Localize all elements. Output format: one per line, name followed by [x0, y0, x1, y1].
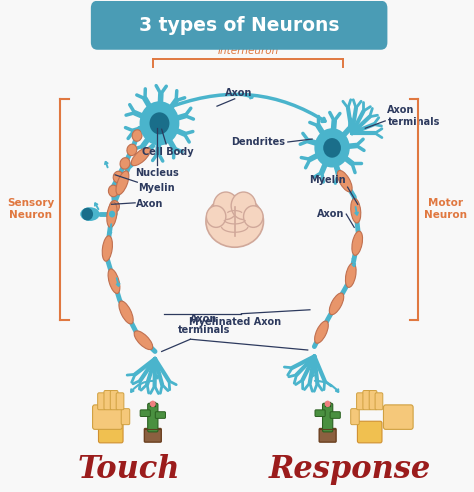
FancyBboxPatch shape	[330, 412, 340, 418]
Text: Dendrites: Dendrites	[232, 137, 286, 147]
Ellipse shape	[329, 293, 344, 315]
Ellipse shape	[109, 201, 119, 212]
Ellipse shape	[131, 148, 150, 166]
Text: Myelinated Axon: Myelinated Axon	[189, 317, 281, 327]
Ellipse shape	[108, 269, 120, 293]
Text: Myelin: Myelin	[310, 175, 346, 184]
Circle shape	[82, 208, 93, 220]
Circle shape	[150, 400, 156, 407]
FancyBboxPatch shape	[98, 393, 105, 410]
FancyBboxPatch shape	[375, 393, 383, 410]
Ellipse shape	[119, 301, 133, 324]
FancyBboxPatch shape	[145, 429, 161, 442]
Ellipse shape	[134, 331, 153, 350]
Circle shape	[314, 128, 350, 167]
FancyBboxPatch shape	[363, 391, 371, 410]
FancyBboxPatch shape	[357, 421, 382, 443]
Circle shape	[231, 192, 256, 219]
Text: 3 types of Neurons: 3 types of Neurons	[139, 16, 339, 35]
Text: Nucleus: Nucleus	[136, 167, 179, 178]
Text: Myelin: Myelin	[138, 183, 175, 193]
FancyBboxPatch shape	[91, 0, 387, 50]
FancyBboxPatch shape	[315, 410, 325, 417]
Ellipse shape	[120, 158, 130, 169]
FancyBboxPatch shape	[322, 403, 333, 432]
FancyBboxPatch shape	[104, 391, 112, 410]
FancyBboxPatch shape	[351, 409, 359, 425]
FancyBboxPatch shape	[121, 409, 130, 425]
Ellipse shape	[351, 198, 361, 223]
Circle shape	[325, 400, 330, 407]
FancyBboxPatch shape	[92, 405, 122, 430]
Ellipse shape	[132, 130, 142, 141]
Text: Response: Response	[269, 454, 431, 485]
FancyBboxPatch shape	[383, 405, 413, 430]
Text: Cell Body: Cell Body	[143, 147, 194, 157]
Text: Axon: Axon	[317, 209, 345, 219]
FancyBboxPatch shape	[356, 393, 365, 410]
Ellipse shape	[116, 171, 129, 195]
Circle shape	[213, 192, 238, 219]
Ellipse shape	[315, 321, 328, 343]
Text: Sensory
Neuron: Sensory Neuron	[7, 198, 54, 220]
FancyBboxPatch shape	[140, 410, 150, 417]
Text: Touch: Touch	[77, 454, 180, 485]
Ellipse shape	[337, 171, 352, 192]
Ellipse shape	[127, 144, 137, 155]
FancyBboxPatch shape	[319, 429, 336, 442]
Text: Axon
terminals: Axon terminals	[387, 105, 440, 127]
Ellipse shape	[102, 236, 112, 261]
Text: Axon: Axon	[226, 88, 253, 98]
FancyBboxPatch shape	[369, 391, 377, 410]
Text: Axon
terminals: Axon terminals	[178, 314, 230, 335]
Circle shape	[244, 206, 263, 227]
Circle shape	[139, 101, 179, 146]
Text: Motor
Neuron: Motor Neuron	[424, 198, 467, 220]
Ellipse shape	[80, 207, 100, 221]
FancyBboxPatch shape	[148, 403, 158, 432]
FancyBboxPatch shape	[110, 391, 118, 410]
Circle shape	[323, 138, 341, 158]
FancyBboxPatch shape	[99, 421, 123, 443]
Text: Interneuron: Interneuron	[218, 46, 279, 56]
Circle shape	[149, 112, 169, 134]
Circle shape	[109, 211, 115, 217]
Ellipse shape	[109, 185, 118, 197]
Ellipse shape	[107, 202, 117, 227]
Circle shape	[206, 206, 226, 227]
Ellipse shape	[206, 196, 264, 247]
Ellipse shape	[352, 231, 363, 255]
FancyBboxPatch shape	[155, 412, 165, 418]
Text: Axon: Axon	[136, 199, 164, 209]
FancyBboxPatch shape	[116, 393, 124, 410]
Ellipse shape	[346, 263, 356, 287]
Ellipse shape	[113, 171, 123, 183]
